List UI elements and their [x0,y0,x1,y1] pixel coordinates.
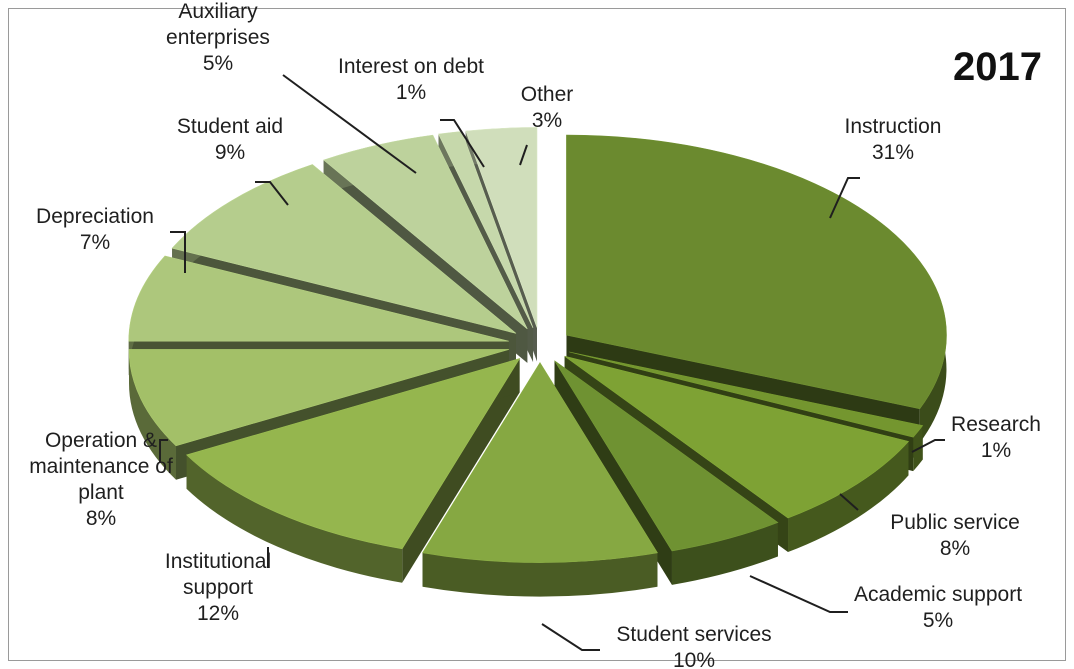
slice-sides [128,127,947,597]
pie-slice-institutional-support [186,358,521,550]
pie-slice-public-service [564,355,910,519]
slice-label: Auxiliary enterprises 5% [166,0,270,75]
chart-title: 2017 [953,45,1042,89]
pie-slice-other [465,127,538,328]
leader-line [159,439,168,462]
pie-slice-research [569,351,924,438]
slice-side [422,552,658,597]
pie-slice-instruction [566,134,947,410]
leader-line [255,181,289,206]
leader-line [911,439,945,453]
leader-line [839,493,859,511]
slice-label: Other 3% [521,83,574,132]
pie-slice-auxiliary-enterprises [323,134,528,330]
leader-line [282,74,417,174]
leader-line [541,623,600,651]
slice-label: Research 1% [951,413,1041,462]
leader-lines [159,74,945,651]
slice-label: Institutional support 12% [165,550,271,625]
slice-side [186,454,403,583]
slice-label: Depreciation 7% [36,205,154,254]
slice-wall [402,358,520,583]
slice-side [129,349,177,480]
slice-labels: Instruction 31% Research 1% Public service 8%… [29,0,1041,669]
pie-slice-student-aid [171,164,517,334]
pie-slice-operation-maintenance-of-plant [128,349,510,447]
leader-line [519,144,528,166]
slice-label: Public service 8% [890,511,1020,560]
slice-label: Academic support 5% [854,583,1022,632]
slice-side [671,522,778,585]
pie-slice-academic-support [554,360,779,552]
slice-label: Instruction 31% [845,115,942,164]
leader-line [749,575,848,613]
leader-line [170,231,186,273]
slice-label: Student aid 9% [177,115,283,164]
leader-line [440,119,485,168]
slice-label: Interest on debt 1% [338,55,484,104]
leader-line [829,177,860,219]
pie-slice-depreciation [128,255,509,342]
slice-label: Student services 10% [616,623,771,669]
slice-side [788,441,909,553]
slice-label: Operation & maintenance of plant 8% [29,429,173,530]
pie-slice-student-services [422,362,658,563]
